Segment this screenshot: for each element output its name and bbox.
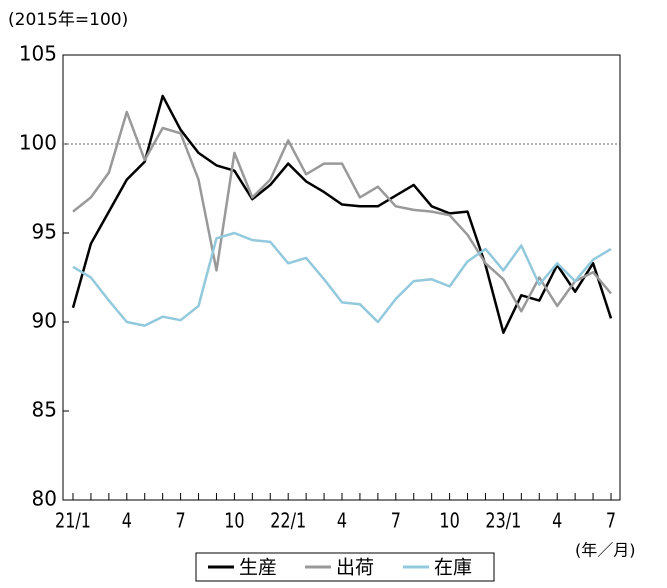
y-tick-label: 100: [19, 131, 57, 155]
series-line: [72, 231, 612, 327]
y-tick-label: 80: [32, 487, 57, 511]
y-tick-label: 85: [32, 398, 57, 422]
x-tick-label: 7: [391, 510, 401, 533]
x-tick-label: 7: [176, 510, 186, 533]
y-tick-label: 95: [32, 220, 57, 244]
x-tick-label: 7: [606, 510, 616, 533]
y-unit-label: (2015年=100): [8, 10, 128, 30]
x-tick-label: 23/1: [485, 510, 521, 533]
x-tick-label: 22/1: [270, 510, 306, 533]
legend-box: [195, 552, 495, 582]
legend-label: 出荷: [336, 557, 374, 579]
legend-label: 生産: [239, 557, 277, 579]
x-tick-label: 10: [439, 510, 459, 533]
y-tick-label: 90: [32, 309, 57, 333]
series-line: [72, 110, 612, 313]
series-line: [71, 94, 613, 334]
legend-label: 在庫: [434, 557, 472, 579]
x-tick-label: 4: [122, 510, 132, 533]
x-tick-label: 4: [337, 510, 347, 533]
x-tick-label: 21/1: [55, 510, 91, 533]
x-unit-label: (年／月): [575, 541, 636, 560]
x-tick-label: 10: [224, 510, 244, 533]
y-tick-label: 105: [19, 42, 57, 66]
x-tick-label: 4: [552, 510, 562, 533]
